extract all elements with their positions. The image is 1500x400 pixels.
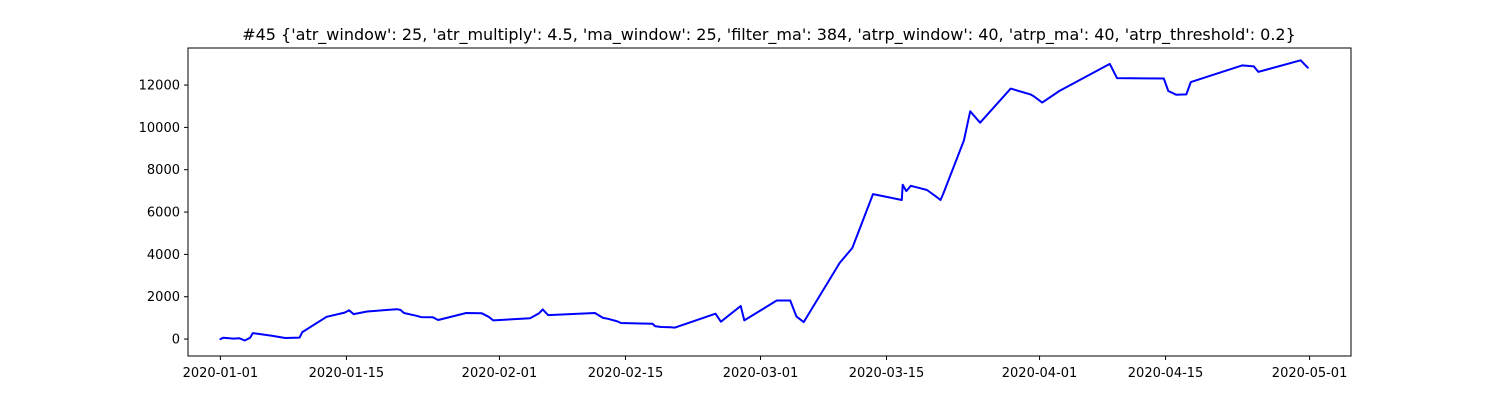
x-tick-label: 2020-01-15 — [309, 366, 385, 381]
y-tick-label: 4000 — [147, 248, 180, 263]
x-tick-label: 2020-01-01 — [183, 366, 259, 381]
x-tick-label: 2020-05-01 — [1272, 366, 1348, 381]
chart-title: #45 {'atr_window': 25, 'atr_multiply': 4… — [242, 25, 1296, 45]
x-tick-label: 2020-03-01 — [723, 366, 799, 381]
y-tick-label: 0 — [172, 333, 180, 348]
x-tick-label: 2020-02-15 — [588, 366, 664, 381]
y-tick-label: 8000 — [147, 163, 180, 178]
x-tick-label: 2020-03-15 — [849, 366, 925, 381]
series-line-equity — [219, 59, 1309, 342]
series-layer — [219, 59, 1309, 342]
x-tick-label: 2020-02-01 — [462, 366, 538, 381]
axis-ticks: 2020-01-01 2020-01-15 2020-02-01 2020-02-15… — [139, 79, 1348, 381]
y-tick-label: 6000 — [147, 206, 180, 221]
x-tick-label: 2020-04-15 — [1128, 366, 1204, 381]
plot-frame — [187, 47, 1352, 357]
y-tick-label: 12000 — [139, 79, 180, 94]
y-tick-label: 10000 — [139, 121, 180, 136]
x-tick-label: 2020-04-01 — [1002, 366, 1078, 381]
y-tick-label: 2000 — [147, 290, 180, 305]
